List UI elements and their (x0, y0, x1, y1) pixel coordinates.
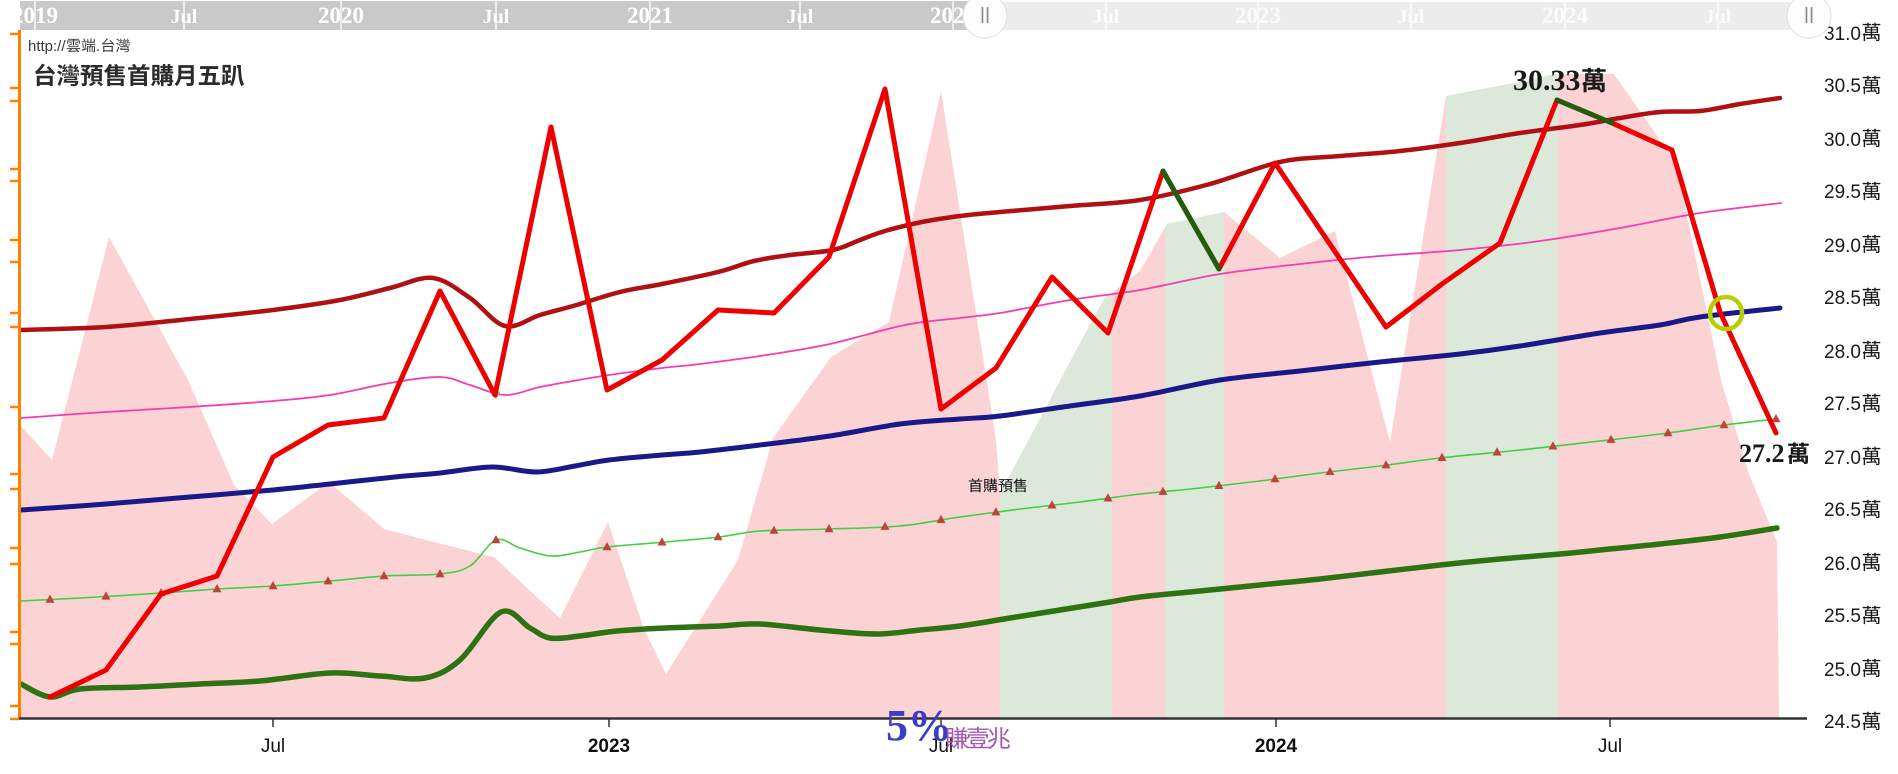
svg-text:2023: 2023 (588, 736, 630, 757)
svg-text:Jul: Jul (787, 6, 814, 28)
svg-text:.: . (96, 38, 100, 55)
svg-text:Jul: Jul (261, 736, 285, 757)
svg-text:Jul: Jul (1398, 6, 1425, 28)
svg-text:2023: 2023 (1235, 3, 1281, 28)
svg-text:Jul: Jul (171, 6, 198, 28)
svg-text:28.5: 28.5 (1824, 288, 1861, 309)
svg-text:25.5: 25.5 (1824, 606, 1861, 627)
svg-text:2020: 2020 (318, 3, 364, 28)
svg-text:30.5: 30.5 (1824, 76, 1861, 97)
svg-text:Jul: Jul (1598, 736, 1622, 757)
svg-text:Jul: Jul (1705, 6, 1732, 28)
svg-text:25.0: 25.0 (1824, 660, 1861, 681)
svg-text:28.0: 28.0 (1824, 342, 1861, 363)
svg-text:27.0: 27.0 (1824, 448, 1861, 469)
svg-text:27.2: 27.2 (1739, 439, 1785, 468)
svg-text:2019: 2019 (12, 3, 58, 28)
svg-text:2021: 2021 (627, 3, 673, 28)
svg-text:2024: 2024 (1255, 736, 1298, 757)
svg-text:29.0: 29.0 (1824, 236, 1861, 257)
svg-text:31.0: 31.0 (1824, 24, 1861, 45)
svg-text:27.5: 27.5 (1824, 394, 1861, 415)
svg-text:5%: 5% (886, 701, 952, 750)
svg-text:26.5: 26.5 (1824, 500, 1861, 521)
svg-text:2024: 2024 (1542, 3, 1589, 28)
svg-text:26.0: 26.0 (1824, 554, 1861, 575)
svg-text:Jul: Jul (483, 6, 510, 28)
svg-text:30.33: 30.33 (1513, 64, 1581, 97)
svg-text:Jul: Jul (1093, 6, 1120, 28)
svg-text:http://: http:// (28, 38, 66, 55)
svg-text:29.5: 29.5 (1824, 182, 1861, 203)
svg-text:30.0: 30.0 (1824, 130, 1861, 151)
svg-text:24.5: 24.5 (1824, 712, 1861, 733)
